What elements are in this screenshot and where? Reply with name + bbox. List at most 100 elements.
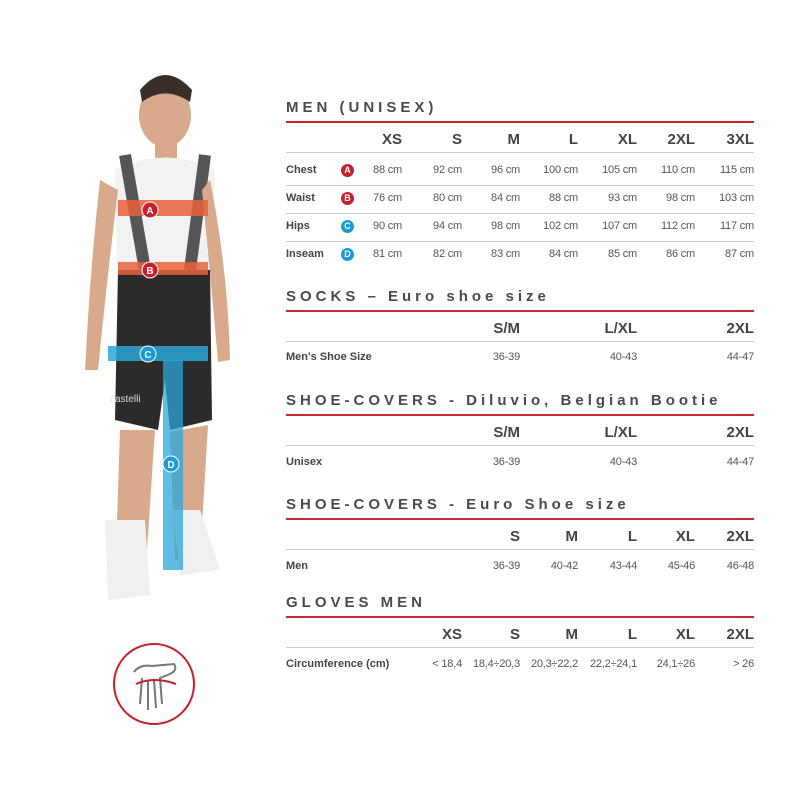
- marker-a: A: [146, 206, 153, 217]
- size-header: S/M: [493, 424, 520, 441]
- size-value: 103 cm: [719, 192, 754, 204]
- size-value: 87 cm: [725, 248, 754, 260]
- size-header: 2XL: [726, 424, 754, 441]
- size-header: 2XL: [726, 528, 754, 545]
- size-value: 112 cm: [660, 220, 695, 232]
- size-value: 110 cm: [660, 164, 695, 176]
- row-label: Hips: [286, 220, 310, 232]
- size-value: 40-42: [550, 560, 578, 572]
- size-header: XS: [381, 131, 402, 148]
- size-value: 115 cm: [719, 164, 754, 176]
- section-title: SHOE-COVERS - Euro Shoe size: [286, 496, 630, 513]
- size-header: XL: [617, 131, 637, 148]
- size-value: 117 cm: [719, 220, 754, 232]
- size-value: 44-47: [726, 351, 754, 363]
- chest-band: [118, 200, 208, 216]
- row-label: Inseam: [286, 248, 324, 260]
- marker-c: C: [144, 350, 151, 361]
- measure-badge: B: [341, 192, 354, 205]
- section-title: GLOVES MEN: [286, 594, 427, 611]
- row-separator: [286, 152, 754, 153]
- size-value: 88 cm: [373, 164, 402, 176]
- size-value: 88 cm: [549, 192, 578, 204]
- row-label: Waist: [286, 192, 315, 204]
- size-value: 46-48: [726, 560, 754, 572]
- row-separator: [286, 213, 754, 214]
- size-value: 36-39: [492, 560, 520, 572]
- section-divider: [286, 310, 754, 312]
- size-value: 81 cm: [373, 248, 402, 260]
- marker-d: D: [167, 460, 174, 471]
- size-header: 2XL: [726, 626, 754, 643]
- size-value: 40-43: [609, 456, 637, 468]
- measure-badge: C: [341, 220, 354, 233]
- size-value: 20,3÷22,2: [530, 658, 578, 670]
- size-value: 94 cm: [433, 220, 462, 232]
- section-divider: [286, 518, 754, 520]
- size-value: 44-47: [726, 456, 754, 468]
- size-header: XL: [675, 626, 695, 643]
- size-header: S: [509, 626, 520, 643]
- size-value: 76 cm: [373, 192, 402, 204]
- size-header: M: [565, 626, 579, 643]
- row-label: Chest: [286, 164, 317, 176]
- size-value: 82 cm: [433, 248, 462, 260]
- size-value: 100 cm: [543, 164, 578, 176]
- size-value: 84 cm: [549, 248, 578, 260]
- section-divider: [286, 414, 754, 416]
- hips-band: [108, 346, 208, 361]
- row-label: Unisex: [286, 456, 323, 468]
- size-value: > 26: [733, 658, 754, 670]
- size-value: 36-39: [492, 456, 520, 468]
- row-separator: [286, 647, 754, 648]
- size-value: 98 cm: [666, 192, 695, 204]
- section-title: SOCKS – Euro shoe size: [286, 288, 550, 305]
- size-header: S/M: [493, 320, 520, 337]
- row-label: Men's Shoe Size: [286, 351, 372, 363]
- size-value: 18,4÷20,3: [472, 658, 520, 670]
- row-separator: [286, 341, 754, 342]
- hand-circumference-icon: [113, 643, 195, 725]
- size-value: 24,1÷26: [656, 658, 695, 670]
- size-header: L/XL: [604, 320, 638, 337]
- marker-b: B: [146, 266, 153, 277]
- size-header: L: [627, 626, 637, 643]
- size-value: 45-46: [667, 560, 695, 572]
- row-separator: [286, 445, 754, 446]
- size-value: < 18,4: [432, 658, 462, 670]
- measure-badge: D: [341, 248, 354, 261]
- size-value: 22,2÷24,1: [589, 658, 637, 670]
- size-value: 90 cm: [373, 220, 402, 232]
- size-header: M: [565, 528, 579, 545]
- row-separator: [286, 185, 754, 186]
- size-header: S: [509, 528, 520, 545]
- size-header: 2XL: [726, 320, 754, 337]
- section-divider: [286, 616, 754, 618]
- size-value: 43-44: [609, 560, 637, 572]
- size-value: 84 cm: [491, 192, 520, 204]
- size-value: 102 cm: [543, 220, 578, 232]
- size-value: 80 cm: [433, 192, 462, 204]
- row-label: Men: [286, 560, 308, 572]
- section-divider: [286, 121, 754, 123]
- size-value: 105 cm: [602, 164, 637, 176]
- row-label: Circumference (cm): [286, 658, 390, 670]
- section-title: MEN (UNISEX): [286, 99, 438, 116]
- size-value: 96 cm: [491, 164, 520, 176]
- size-value: 98 cm: [491, 220, 520, 232]
- brand-logo: castelli: [110, 394, 141, 405]
- cyclist-figure: castelli A B C D: [85, 75, 230, 600]
- size-value: 85 cm: [608, 248, 637, 260]
- size-value: 83 cm: [491, 248, 520, 260]
- size-header: 2XL: [667, 131, 695, 148]
- size-header: 3XL: [726, 131, 754, 148]
- size-header: XL: [675, 528, 695, 545]
- size-value: 93 cm: [608, 192, 637, 204]
- size-value: 86 cm: [666, 248, 695, 260]
- size-value: 92 cm: [433, 164, 462, 176]
- waist-band: [118, 262, 208, 275]
- size-header: M: [507, 131, 521, 148]
- size-value: 107 cm: [602, 220, 637, 232]
- size-header: L/XL: [604, 424, 638, 441]
- size-header: L: [627, 528, 637, 545]
